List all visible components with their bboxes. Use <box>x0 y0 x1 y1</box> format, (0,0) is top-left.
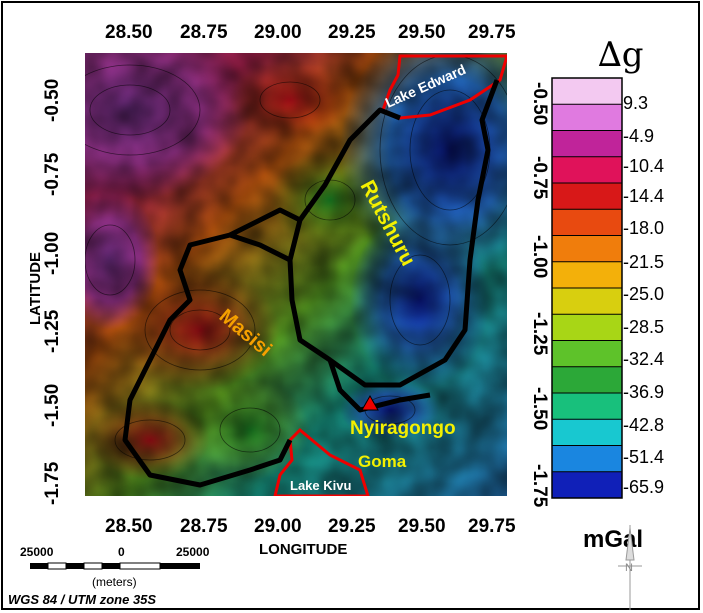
legend-color-swatch <box>552 130 622 158</box>
legend-color-swatch <box>552 209 622 236</box>
left-lat-tick: -1.50 <box>42 383 63 427</box>
scale-left-label: 25000 <box>20 545 54 559</box>
bottom-lon-tick: 29.75 <box>468 516 516 537</box>
legend-value: -10.4 <box>623 156 665 176</box>
legend-value: -28.5 <box>623 317 665 337</box>
territory-boundaries <box>122 79 500 488</box>
bottom-lon-tick: 28.50 <box>105 516 153 537</box>
legend-value: -14.4 <box>623 186 665 206</box>
top-lon-tick: 29.25 <box>328 22 376 43</box>
right-lat-tick: -1.75 <box>529 464 550 508</box>
legend-value: 9.3 <box>623 93 649 113</box>
legend-color-swatch <box>552 471 622 499</box>
legend-value: -25.0 <box>623 284 665 304</box>
top-lon-tick: 29.50 <box>398 22 446 43</box>
north-arrow-icon <box>618 525 642 610</box>
legend-color-swatch <box>552 261 622 289</box>
legend-color-swatch <box>552 445 622 473</box>
legend-title: ∆g <box>598 35 644 75</box>
right-lat-tick: -1.50 <box>529 387 550 431</box>
lake-kivu-outline <box>273 427 370 496</box>
left-lat-tick: -1.75 <box>42 461 63 505</box>
bottom-lon-tick: 28.75 <box>180 516 228 537</box>
left-lat-tick: -0.75 <box>42 152 63 196</box>
legend-color-swatch <box>552 78 622 105</box>
bottom-lon-tick: 29.25 <box>328 516 376 537</box>
right-lat-tick: -1.00 <box>529 235 550 279</box>
right-lat-tick: -0.75 <box>529 156 550 200</box>
scale-right-label: 25000 <box>176 545 210 559</box>
legend-unit-label: mGal <box>583 526 643 553</box>
goma-label: Goma <box>358 452 407 471</box>
top-lon-tick: 29.75 <box>468 22 516 43</box>
legend-color-swatch <box>552 104 622 131</box>
right-lat-tick: -0.50 <box>529 82 550 126</box>
legend-value: -32.4 <box>623 349 665 369</box>
y-axis-label: LATITUDE <box>27 251 44 325</box>
legend-value: -18.0 <box>623 218 665 238</box>
left-lat-tick: -1.25 <box>42 309 63 353</box>
projection-label: WGS 84 / UTM zone 35S <box>8 592 157 607</box>
legend-color-swatch <box>552 183 622 210</box>
nyiragongo-label: Nyiragongo <box>350 418 456 439</box>
legend-value: -65.9 <box>623 477 665 497</box>
scale-bar <box>30 562 200 570</box>
legend-color-swatch <box>552 288 622 315</box>
x-axis-label: LONGITUDE <box>259 541 348 558</box>
legend-color-swatch <box>552 156 622 184</box>
legend-color-swatch <box>552 419 622 446</box>
legend-color-swatch <box>552 235 622 263</box>
legend-value: -36.9 <box>623 382 665 402</box>
legend-value: -21.5 <box>623 252 665 272</box>
legend-value: -42.8 <box>623 415 665 435</box>
top-lon-tick: 29.00 <box>254 22 302 43</box>
top-lon-tick: 28.50 <box>105 22 153 43</box>
left-lat-tick: -1.00 <box>42 231 63 275</box>
legend-color-swatch <box>552 366 622 394</box>
bottom-lon-tick: 29.50 <box>398 516 446 537</box>
left-lat-tick: -0.50 <box>42 78 63 122</box>
legend-color-swatch <box>552 393 622 420</box>
lake-edward-outline <box>381 54 507 120</box>
bottom-lon-tick: 29.00 <box>254 516 302 537</box>
volcano-marker-icon <box>361 394 379 411</box>
lake-kivu-label: Lake Kivu <box>290 478 351 493</box>
legend-color-swatch <box>552 314 622 341</box>
legend-value: -51.4 <box>623 447 665 467</box>
legend-color-swatch <box>552 340 622 368</box>
scale-middle-label: 0 <box>118 545 125 559</box>
north-label: N <box>625 562 633 574</box>
legend-value: -4.9 <box>623 126 655 146</box>
right-lat-tick: -1.25 <box>529 312 550 356</box>
scale-unit-label: (meters) <box>92 575 137 589</box>
legend-colorbar <box>551 77 623 499</box>
gravity-anomaly-field <box>85 53 507 496</box>
legend-border <box>551 77 623 499</box>
top-lon-tick: 28.75 <box>180 22 228 43</box>
